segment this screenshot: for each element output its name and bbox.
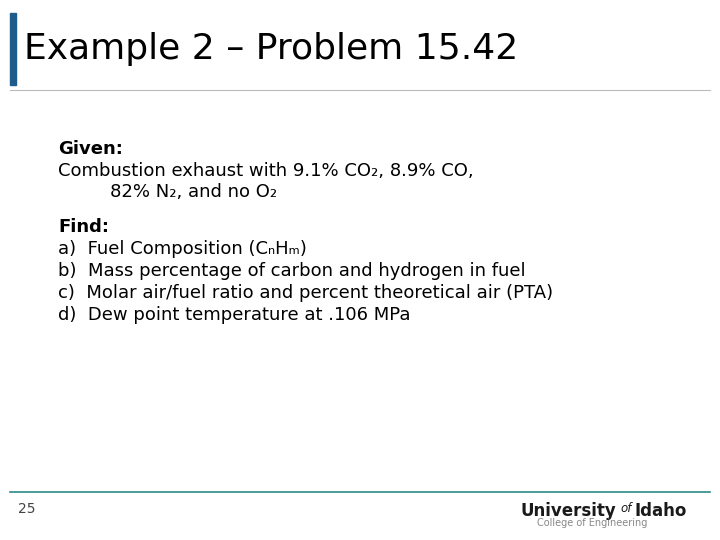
Text: 25: 25: [18, 502, 35, 516]
Text: c)  Molar air/fuel ratio and percent theoretical air (PTA): c) Molar air/fuel ratio and percent theo…: [58, 284, 553, 302]
Text: Find:: Find:: [58, 218, 109, 236]
Text: d)  Dew point temperature at .106 MPa: d) Dew point temperature at .106 MPa: [58, 306, 410, 324]
Text: Example 2 – Problem 15.42: Example 2 – Problem 15.42: [24, 32, 518, 66]
Text: Given:: Given:: [58, 140, 123, 158]
Text: Idaho: Idaho: [634, 502, 686, 520]
Text: a)  Fuel Composition (CₙHₘ): a) Fuel Composition (CₙHₘ): [58, 240, 307, 258]
Text: 82% N₂, and no O₂: 82% N₂, and no O₂: [110, 183, 277, 201]
Bar: [10, 13, 16, 85]
Text: College of Engineering: College of Engineering: [537, 518, 647, 528]
Text: b)  Mass percentage of carbon and hydrogen in fuel: b) Mass percentage of carbon and hydroge…: [58, 262, 526, 280]
Text: of: of: [620, 502, 631, 515]
Text: University: University: [520, 502, 616, 520]
Text: Combustion exhaust with 9.1% CO₂, 8.9% CO,: Combustion exhaust with 9.1% CO₂, 8.9% C…: [58, 162, 474, 180]
